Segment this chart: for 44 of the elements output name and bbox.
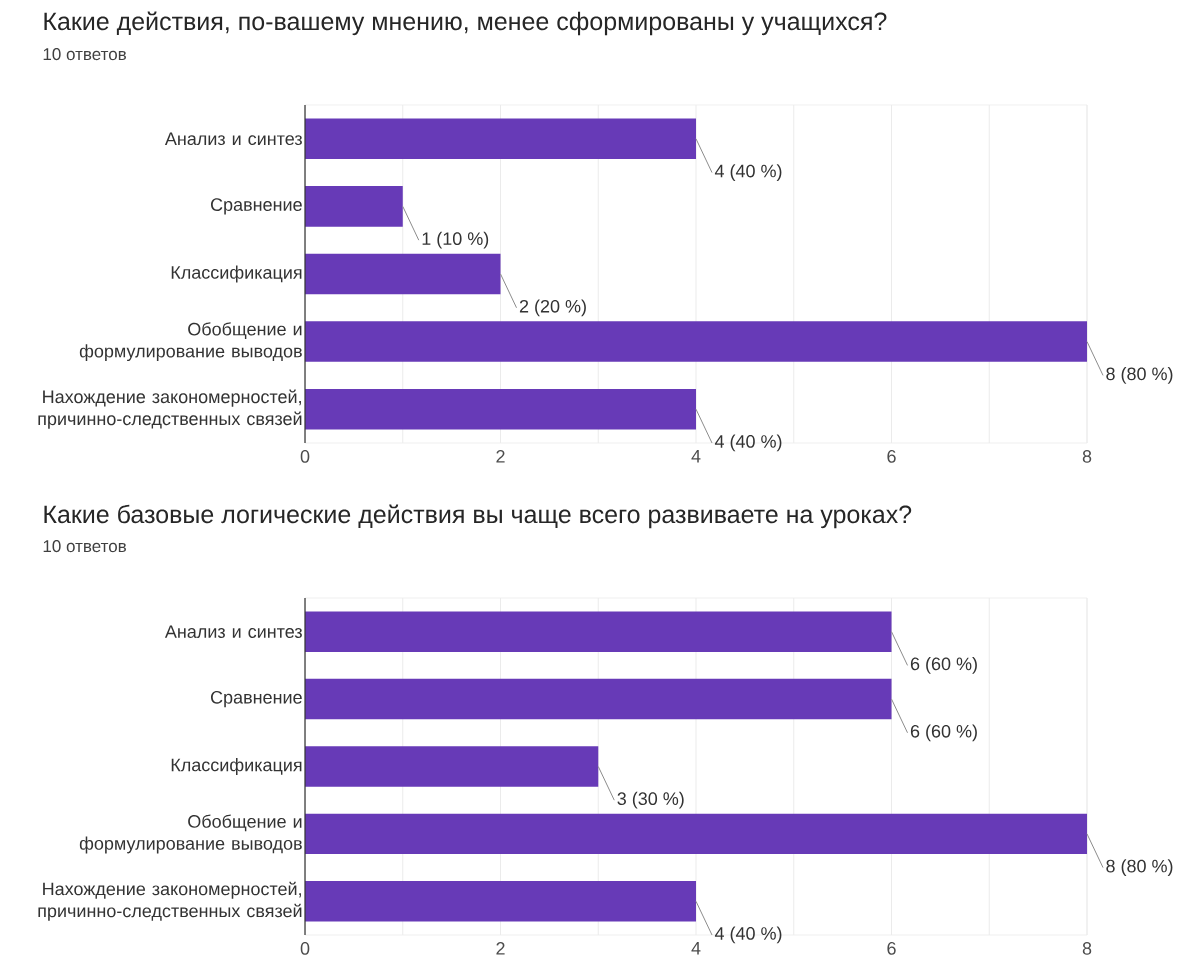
- bar: [305, 813, 1088, 855]
- text: 10 ответов: [43, 48, 126, 61]
- y-tick-label: Анализ и синтез: [164, 132, 302, 146]
- bar: [305, 881, 697, 922]
- bar: [305, 253, 501, 295]
- x-tick-label: 8: [1082, 450, 1092, 463]
- bar: [305, 611, 892, 652]
- bar: [305, 186, 403, 227]
- data-label: 6 (60 %): [910, 657, 977, 674]
- x-tick-label: 6: [887, 942, 896, 955]
- bar: [305, 678, 892, 720]
- x-tick-label: 4: [691, 942, 701, 955]
- chart-title: Какие базовые логические действия вы чаще всего развиваете на уроках?: [44, 504, 912, 529]
- data-label: 4 (40 %): [714, 164, 782, 181]
- x-tick-label: 2: [496, 450, 505, 463]
- y-tick-label: Нахождение закономерностей, причинно-следственных связей: [38, 389, 302, 429]
- data-label: 3 (30 %): [617, 791, 684, 809]
- data-label: 6 (60 %): [910, 724, 977, 742]
- x-tick-label: 4: [691, 450, 701, 463]
- y-tick-label: Сравнение: [210, 198, 302, 215]
- bar: [305, 321, 1088, 362]
- bar: [305, 118, 697, 160]
- data-label: 2 (20 %): [519, 299, 586, 317]
- y-tick-label: Классификация: [171, 758, 302, 775]
- x-tick-label: 2: [496, 942, 505, 955]
- x-tick-label: 8: [1082, 942, 1092, 955]
- y-tick-label: Обобщение и формулирование выводов: [79, 814, 302, 854]
- data-label: 8 (80 %): [1106, 859, 1173, 876]
- y-tick-label: Сравнение: [210, 690, 302, 708]
- y-tick-label: Классификация: [171, 265, 302, 283]
- chart-title: Какие действия, по-вашему мнению, менее сформированы у учащихся?: [44, 11, 887, 36]
- y-tick-label: Анализ и синтез: [164, 625, 302, 638]
- y-tick-label: Нахождение закономерностей, причинно-следственных связей: [38, 881, 302, 921]
- text: 10 ответов: [43, 540, 126, 553]
- bar: [305, 746, 599, 787]
- data-label: 4 (40 %): [714, 926, 782, 944]
- x-tick-label: 6: [887, 450, 896, 463]
- x-tick-label: 0: [300, 450, 310, 463]
- data-label: 4 (40 %): [714, 434, 782, 452]
- x-tick-label: 0: [300, 942, 310, 955]
- data-label: 1 (10 %): [422, 231, 489, 249]
- y-tick-label: Обобщение и формулирование выводов: [79, 322, 302, 362]
- bar: [305, 388, 697, 430]
- data-label: 8 (80 %): [1106, 367, 1173, 384]
